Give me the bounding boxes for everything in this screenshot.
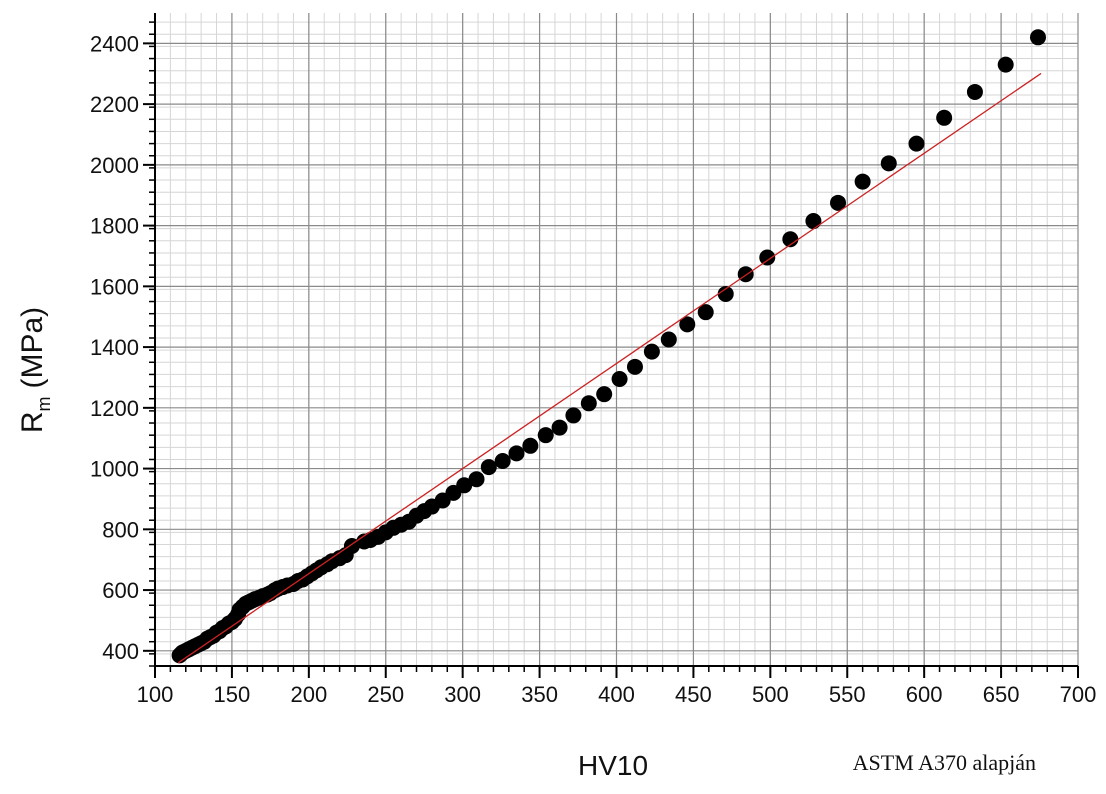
x-tick-label: 250 bbox=[367, 682, 404, 707]
data-point bbox=[565, 407, 582, 424]
y-tick-label: 1800 bbox=[90, 214, 139, 239]
x-tick-label: 150 bbox=[214, 682, 251, 707]
y-label-sub: m bbox=[34, 397, 54, 412]
data-point bbox=[626, 358, 643, 375]
data-point bbox=[830, 194, 847, 211]
data-point bbox=[456, 477, 473, 494]
data-point bbox=[717, 285, 734, 302]
data-point bbox=[551, 419, 568, 436]
y-tick-label: 2200 bbox=[90, 92, 139, 117]
y-tick-label: 1000 bbox=[90, 457, 139, 482]
x-tick-label: 400 bbox=[598, 682, 635, 707]
data-point bbox=[880, 155, 897, 172]
y-tick-label: 1600 bbox=[90, 274, 139, 299]
data-point bbox=[805, 213, 822, 230]
data-point bbox=[468, 471, 485, 488]
grid bbox=[154, 13, 1079, 667]
y-label-main: R bbox=[16, 412, 49, 434]
data-point bbox=[643, 343, 660, 360]
y-tick-label: 1200 bbox=[90, 396, 139, 421]
x-tick-label: 100 bbox=[137, 682, 174, 707]
data-point bbox=[697, 304, 714, 321]
data-point bbox=[759, 249, 776, 266]
x-tick-label: 300 bbox=[444, 682, 481, 707]
y-axis-label: Rm (MPa) bbox=[16, 307, 54, 433]
y-tick-label: 2000 bbox=[90, 153, 139, 178]
y-tick-label: 800 bbox=[102, 517, 139, 542]
data-point bbox=[596, 386, 613, 403]
data-point bbox=[908, 135, 925, 152]
data-point bbox=[508, 445, 525, 462]
data-point bbox=[580, 395, 597, 412]
y-tick-label: 600 bbox=[102, 578, 139, 603]
data-point bbox=[936, 109, 953, 126]
x-tick-label: 600 bbox=[906, 682, 943, 707]
data-point bbox=[611, 370, 628, 387]
y-tick-label: 1400 bbox=[90, 335, 139, 360]
note: ASTM A370 alapján bbox=[853, 750, 1036, 775]
data-point bbox=[679, 316, 696, 333]
data-point bbox=[537, 427, 554, 444]
x-tick-label: 450 bbox=[675, 682, 712, 707]
x-axis-label: HV10 bbox=[578, 750, 648, 781]
x-tick-label: 500 bbox=[752, 682, 789, 707]
data-point bbox=[1030, 29, 1047, 46]
y-label-unit: (MPa) bbox=[16, 307, 49, 389]
x-tick-label: 700 bbox=[1060, 682, 1097, 707]
data-point bbox=[997, 56, 1014, 73]
data-point bbox=[854, 173, 871, 190]
data-point bbox=[660, 331, 677, 348]
data-point bbox=[480, 459, 497, 476]
y-tick-label: 2400 bbox=[90, 31, 139, 56]
data-point bbox=[966, 83, 983, 100]
data-point bbox=[522, 437, 539, 454]
x-tick-label: 200 bbox=[290, 682, 327, 707]
data-point bbox=[494, 452, 511, 469]
x-tick-label: 350 bbox=[521, 682, 558, 707]
y-tick-label: 400 bbox=[102, 639, 139, 664]
x-tick-label: 650 bbox=[983, 682, 1020, 707]
x-tick-label: 550 bbox=[829, 682, 866, 707]
data-point bbox=[782, 231, 799, 248]
fit-line bbox=[177, 72, 1042, 664]
